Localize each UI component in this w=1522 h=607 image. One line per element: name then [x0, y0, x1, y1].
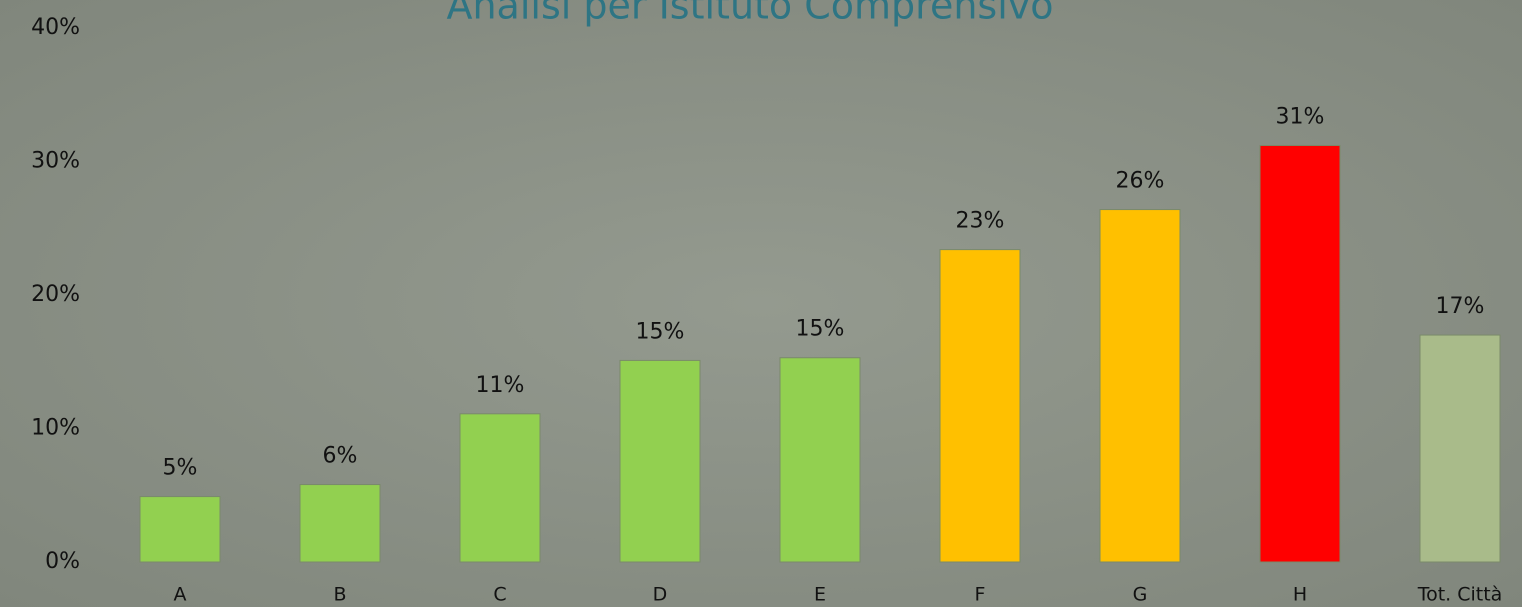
- x-tick-label: C: [493, 584, 506, 606]
- x-tick-label: D: [653, 584, 668, 606]
- data-label: 11%: [476, 373, 525, 398]
- x-tick-label: Tot. Città: [1417, 584, 1503, 606]
- data-label: 23%: [956, 209, 1005, 234]
- x-tick-label: E: [814, 584, 826, 606]
- x-tick-label: H: [1293, 584, 1307, 606]
- y-tick-label: 0%: [45, 549, 80, 574]
- y-tick-label: 30%: [31, 149, 80, 174]
- data-label: 31%: [1276, 104, 1325, 129]
- bar: [939, 249, 1021, 563]
- data-label: 15%: [796, 317, 845, 342]
- data-label: 17%: [1436, 294, 1485, 319]
- chart-title: Analisi per Istituto Comprensivo: [446, 0, 1053, 28]
- y-tick-label: 20%: [31, 282, 80, 307]
- bar: [139, 496, 221, 563]
- bar: [459, 413, 541, 563]
- bar: [299, 484, 381, 563]
- data-label: 5%: [163, 456, 198, 481]
- data-label: 26%: [1116, 169, 1165, 194]
- x-tick-label: A: [174, 584, 187, 606]
- bar: [1419, 334, 1501, 563]
- data-label: 6%: [323, 444, 358, 469]
- x-tick-label: G: [1133, 584, 1148, 606]
- bar: [1259, 144, 1341, 563]
- bar: [619, 359, 701, 563]
- bar: [779, 357, 861, 563]
- data-label: 15%: [636, 319, 685, 344]
- y-tick-label: 10%: [31, 416, 80, 441]
- bar: [1099, 209, 1181, 563]
- x-tick-label: B: [333, 584, 346, 606]
- x-tick-label: F: [975, 584, 986, 606]
- y-tick-label: 40%: [31, 15, 80, 40]
